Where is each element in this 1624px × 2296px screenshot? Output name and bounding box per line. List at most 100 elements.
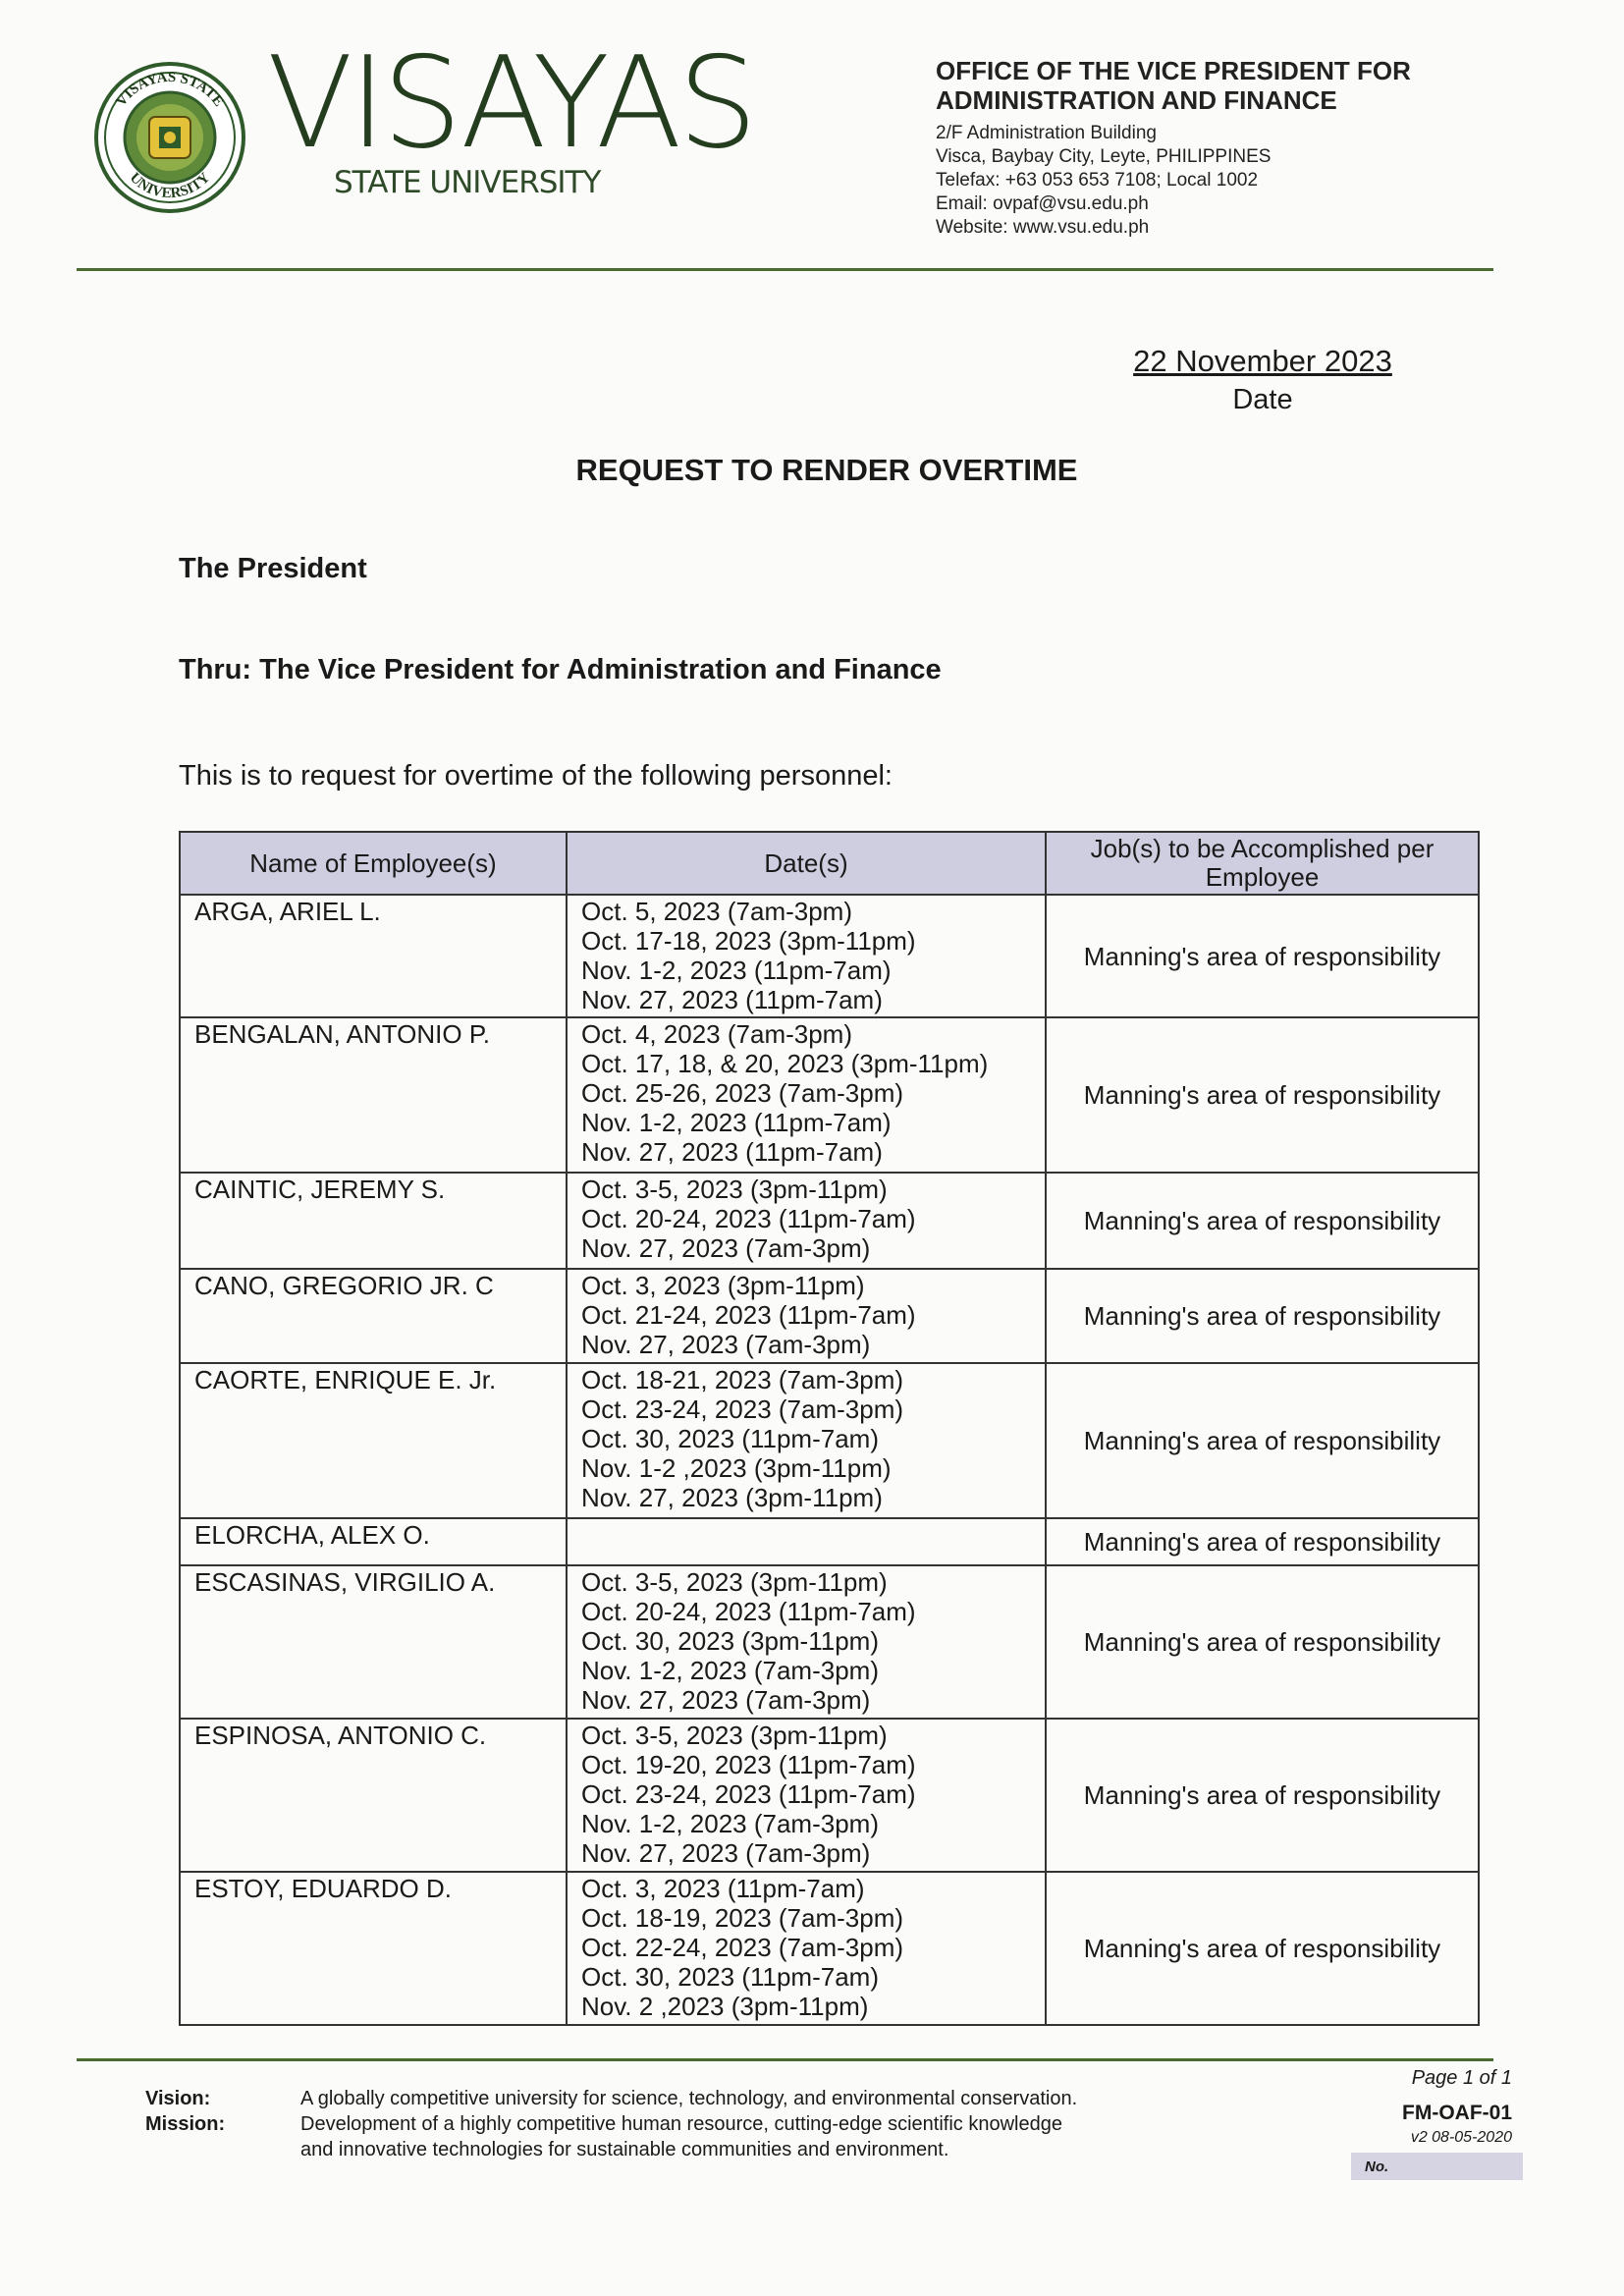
date-entry: Oct. 23-24, 2023 (11pm-7am)	[581, 1779, 916, 1809]
date-entry: Nov. 1-2, 2023 (7am-3pm)	[581, 1656, 879, 1685]
header-divider	[77, 268, 1493, 271]
table-row: ELORCHA, ALEX O. Manning's area of respon…	[179, 1517, 1480, 1566]
employee-dates	[566, 1517, 1047, 1566]
job-description: Manning's area of responsibility	[1045, 1016, 1480, 1174]
date-entry: Oct. 5, 2023 (7am-3pm)	[581, 897, 852, 926]
form-code: FM-OAF-01	[1402, 2102, 1512, 2124]
employee-name: CAORTE, ENRIQUE E. Jr.	[179, 1362, 568, 1519]
date-entry: Nov. 27, 2023 (11pm-7am)	[581, 985, 883, 1014]
date-entry: Oct. 25-26, 2023 (7am-3pm)	[581, 1078, 904, 1108]
address-line: Visca, Baybay City, Leyte, PHILIPPINES	[936, 146, 1272, 167]
table-header-row: Name of Employee(s) Date(s) Job(s) to be…	[179, 831, 1480, 896]
employee-dates: Oct. 5, 2023 (7am-3pm) Oct. 17-18, 2023 (…	[566, 894, 1047, 1018]
date-entry: Oct. 20-24, 2023 (11pm-7am)	[581, 1597, 916, 1626]
date-entry: Nov. 27, 2023 (3pm-11pm)	[581, 1483, 883, 1512]
date-entry: Oct. 20-24, 2023 (11pm-7am)	[581, 1204, 916, 1233]
date-entry: Nov. 1-2, 2023 (11pm-7am)	[581, 1108, 892, 1137]
date-entry: Oct. 3-5, 2023 (3pm-11pm)	[581, 1175, 888, 1204]
date-label: Date	[1232, 384, 1293, 415]
employee-name: BENGALAN, ANTONIO P.	[179, 1016, 568, 1174]
job-description: Manning's area of responsibility	[1045, 1718, 1480, 1873]
footer-divider	[77, 2058, 1493, 2061]
address-line: 2/F Administration Building	[936, 123, 1157, 143]
date-entry: Oct. 22-24, 2023 (7am-3pm)	[581, 1933, 904, 1962]
date-entry: Oct. 19-20, 2023 (11pm-7am)	[581, 1750, 916, 1779]
date-entry: Oct. 18-19, 2023 (7am-3pm)	[581, 1903, 904, 1933]
date-value: 22 November 2023	[1133, 344, 1392, 378]
table-row: CANO, GREGORIO JR. C Oct. 3, 2023 (3pm-11…	[179, 1268, 1480, 1364]
form-version: v2 08-05-2020	[1410, 2129, 1512, 2146]
thru-line: Thru: The Vice President for Administrat…	[179, 654, 942, 685]
header-name: Name of Employee(s)	[179, 831, 568, 896]
date-entry: Oct. 3, 2023 (11pm-7am)	[581, 1874, 865, 1903]
date-entry: Oct. 3-5, 2023 (3pm-11pm)	[581, 1721, 888, 1750]
date-entry: Nov. 27, 2023 (7am-3pm)	[581, 1838, 871, 1868]
date-entry: Nov. 27, 2023 (7am-3pm)	[581, 1685, 871, 1715]
table-row: CAORTE, ENRIQUE E. Jr. Oct. 18-21, 2023 (…	[179, 1362, 1480, 1519]
date-entry: Nov. 1-2 ,2023 (3pm-11pm)	[581, 1453, 892, 1483]
employee-name: CAINTIC, JEREMY S.	[179, 1172, 568, 1270]
date-entry: Oct. 30, 2023 (11pm-7am)	[581, 1962, 879, 1992]
overtime-table: Name of Employee(s) Date(s) Job(s) to be…	[179, 831, 1480, 2026]
employee-dates: Oct. 3-5, 2023 (3pm-11pm) Oct. 20-24, 202…	[566, 1172, 1047, 1270]
date-entry: Oct. 3-5, 2023 (3pm-11pm)	[581, 1567, 888, 1597]
table-row: ARGA, ARIEL L. Oct. 5, 2023 (7am-3pm) Oct.…	[179, 894, 1480, 1018]
employee-name: ARGA, ARIEL L.	[179, 894, 568, 1018]
employee-dates: Oct. 3, 2023 (3pm-11pm) Oct. 21-24, 2023 …	[566, 1268, 1047, 1364]
table-row: ESPINOSA, ANTONIO C. Oct. 3-5, 2023 (3pm-…	[179, 1718, 1480, 1873]
date-entry: Oct. 17, 18, & 20, 2023 (3pm-11pm)	[581, 1049, 989, 1078]
office-line-1: OFFICE OF THE VICE PRESIDENT FOR	[936, 56, 1411, 85]
university-seal-logo: VISAYAS STATE UNIVERSITY	[94, 62, 245, 213]
employee-name: ESTOY, EDUARDO D.	[179, 1871, 568, 2026]
vision-text: A globally competitive university for sc…	[300, 2088, 1078, 2109]
mission-text-1: Development of a highly competitive huma…	[300, 2113, 1062, 2135]
job-description: Manning's area of responsibility	[1045, 1268, 1480, 1364]
mission-text-2: and innovative technologies for sustaina…	[300, 2139, 949, 2160]
brand-subtitle: STATE UNIVERSITY	[334, 165, 601, 200]
vision-label: Vision:	[145, 2088, 211, 2109]
job-description: Manning's area of responsibility	[1045, 1871, 1480, 2026]
job-description: Manning's area of responsibility	[1045, 894, 1480, 1018]
date-entry: Oct. 18-21, 2023 (7am-3pm)	[581, 1365, 904, 1394]
employee-dates: Oct. 18-21, 2023 (7am-3pm) Oct. 23-24, 20…	[566, 1362, 1047, 1519]
employee-dates: Oct. 3-5, 2023 (3pm-11pm) Oct. 20-24, 202…	[566, 1564, 1047, 1720]
header-dates: Date(s)	[566, 831, 1047, 896]
page-number: Page 1 of 1	[1411, 2067, 1512, 2089]
table-row: BENGALAN, ANTONIO P. Oct. 4, 2023 (7am-3p…	[179, 1016, 1480, 1174]
date-entry: Oct. 4, 2023 (7am-3pm)	[581, 1019, 852, 1049]
header-jobs: Job(s) to be Accomplished per Employee	[1045, 831, 1480, 896]
document-title: REQUEST TO RENDER OVERTIME	[575, 453, 1078, 487]
date-entry: Oct. 23-24, 2023 (7am-3pm)	[581, 1394, 904, 1424]
date-entry: Oct. 21-24, 2023 (11pm-7am)	[581, 1300, 916, 1330]
job-description: Manning's area of responsibility	[1045, 1362, 1480, 1519]
table-row: ESTOY, EDUARDO D. Oct. 3, 2023 (11pm-7am)…	[179, 1871, 1480, 2026]
office-line-2: ADMINISTRATION AND FINANCE	[936, 85, 1337, 115]
date-entry: Nov. 27, 2023 (7am-3pm)	[581, 1233, 871, 1263]
date-entry: Oct. 30, 2023 (11pm-7am)	[581, 1424, 879, 1453]
office-address: 2/F Administration Building Visca, Bayba…	[936, 122, 1271, 240]
job-description: Manning's area of responsibility	[1045, 1172, 1480, 1270]
table-row: ESCASINAS, VIRGILIO A. Oct. 3-5, 2023 (3p…	[179, 1564, 1480, 1720]
date-entry: Nov. 1-2, 2023 (7am-3pm)	[581, 1809, 879, 1838]
date-entry: Nov. 27, 2023 (11pm-7am)	[581, 1137, 883, 1167]
email: Email: ovpaf@vsu.edu.ph	[936, 193, 1149, 214]
employee-dates: Oct. 3, 2023 (11pm-7am) Oct. 18-19, 2023 …	[566, 1871, 1047, 2026]
office-name: OFFICE OF THE VICE PRESIDENT FOR ADMINIS…	[936, 56, 1411, 115]
intro-text: This is to request for overtime of the f…	[179, 760, 893, 792]
date-entry: Nov. 27, 2023 (7am-3pm)	[581, 1330, 871, 1359]
telefax: Telefax: +63 053 653 7108; Local 1002	[936, 170, 1259, 191]
employee-dates: Oct. 3-5, 2023 (3pm-11pm) Oct. 19-20, 202…	[566, 1718, 1047, 1873]
job-description: Manning's area of responsibility	[1045, 1564, 1480, 1720]
brand-wordmark: VISAYAS	[267, 30, 758, 177]
document-number-field: No.	[1351, 2153, 1523, 2180]
employee-dates: Oct. 4, 2023 (7am-3pm) Oct. 17, 18, & 20,…	[566, 1016, 1047, 1174]
website: Website: www.vsu.edu.ph	[936, 217, 1150, 238]
date-entry: Oct. 17-18, 2023 (3pm-11pm)	[581, 926, 916, 956]
date-entry: Nov. 2 ,2023 (3pm-11pm)	[581, 1992, 869, 2021]
date-entry: Oct. 3, 2023 (3pm-11pm)	[581, 1271, 865, 1300]
employee-name: ESPINOSA, ANTONIO C.	[179, 1718, 568, 1873]
addressee: The President	[179, 553, 367, 584]
mission-label: Mission:	[145, 2113, 226, 2135]
employee-name: CANO, GREGORIO JR. C	[179, 1268, 568, 1364]
job-description: Manning's area of responsibility	[1045, 1517, 1480, 1566]
